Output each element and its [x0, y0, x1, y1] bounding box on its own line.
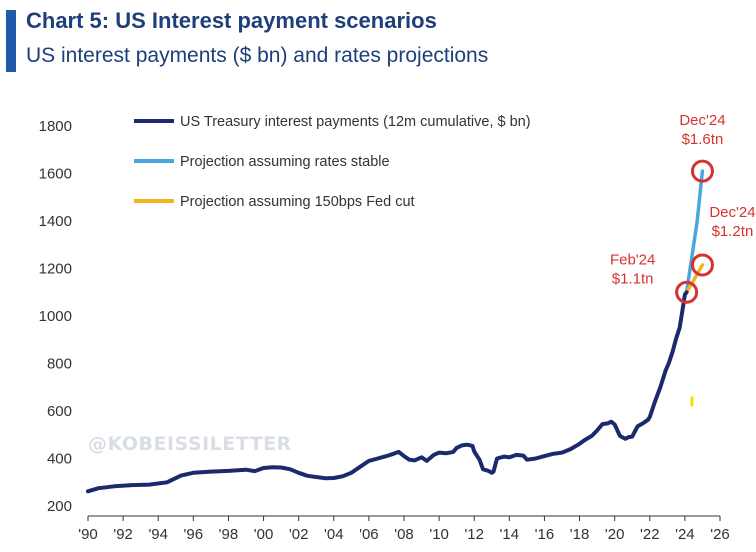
x-tick-label: '26	[710, 526, 730, 543]
annotation-date: Feb'24	[610, 251, 655, 268]
series-line-1	[684, 169, 705, 295]
legend-label: Projection assuming 150bps Fed cut	[180, 194, 415, 210]
stray-mark	[690, 396, 694, 407]
y-tick-label: 1600	[39, 166, 72, 183]
series-line-0	[86, 290, 689, 494]
annotation-circle	[690, 253, 714, 277]
x-axis-ticks: '90 '92 '94 '96 '98 '00 '02 '04 '06 '08 '10 '12 '14 '…	[78, 516, 730, 543]
annotation-circle	[690, 159, 714, 183]
x-tick-label: '00	[254, 526, 274, 543]
y-tick-label: 1200	[39, 261, 72, 278]
watermark: @KOBEISSILETTER	[88, 433, 292, 455]
annotation-value: $1.1tn	[612, 270, 654, 287]
y-tick-label: 1400	[39, 213, 72, 230]
legend-label: Projection assuming rates stable	[180, 154, 390, 170]
series-lines	[86, 169, 705, 494]
series-line-2	[684, 263, 705, 295]
x-tick-label: '02	[289, 526, 309, 543]
x-tick-label: '14	[500, 526, 520, 543]
x-tick-label: '22	[640, 526, 660, 543]
annotation-value: $1.6tn	[682, 131, 724, 148]
y-tick-label: 400	[47, 451, 72, 468]
x-tick-label: '92	[113, 526, 133, 543]
x-tick-label: '04	[324, 526, 344, 543]
x-tick-label: '08	[394, 526, 414, 543]
x-tick-label: '24	[675, 526, 695, 543]
x-tick-label: '16	[535, 526, 555, 543]
legend: US Treasury interest payments (12m cumul…	[134, 114, 531, 210]
x-tick-label: '94	[148, 526, 168, 543]
y-tick-label: 800	[47, 356, 72, 373]
annotation-date: Dec'24	[679, 112, 725, 129]
x-tick-label: '96	[184, 526, 204, 543]
annotation-circle	[675, 280, 699, 304]
x-tick-label: '90	[78, 526, 98, 543]
annotation-date: Dec'24	[709, 204, 755, 221]
annotations: Dec'24 $1.6tn Dec'24 $1.2tn Feb'24 $1.1tn	[610, 112, 756, 304]
chart-title: Chart 5: US Interest payment scenarios	[26, 8, 437, 33]
y-tick-label: 600	[47, 403, 72, 420]
x-tick-label: '06	[359, 526, 379, 543]
x-tick-label: '20	[605, 526, 625, 543]
title-accent-bar	[6, 10, 16, 72]
y-tick-label: 1000	[39, 308, 72, 325]
x-tick-label: '12	[464, 526, 484, 543]
x-tick-label: '10	[429, 526, 449, 543]
x-tick-label: '18	[570, 526, 590, 543]
y-axis-ticks: 200 400 600 800 1000 1200 1400 1600 1800	[39, 118, 72, 515]
legend-label: US Treasury interest payments (12m cumul…	[180, 114, 531, 130]
y-tick-label: 200	[47, 498, 72, 515]
annotation-value: $1.2tn	[712, 223, 754, 240]
chart-subtitle: US interest payments ($ bn) and rates pr…	[26, 44, 489, 67]
x-tick-label: '98	[219, 526, 239, 543]
y-tick-label: 1800	[39, 118, 72, 135]
